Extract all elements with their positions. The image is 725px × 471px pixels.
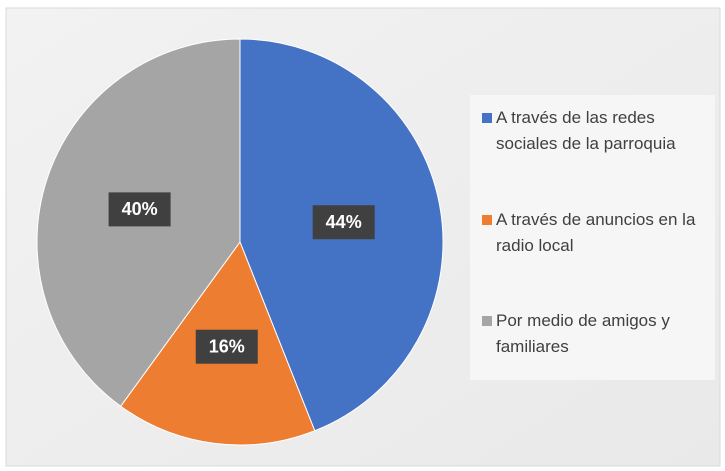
data-label: 44%: [326, 212, 362, 232]
data-label-box: [195, 329, 258, 364]
pie: 44% 16% 40%: [36, 38, 444, 446]
data-label: 16%: [209, 336, 245, 356]
legend: A través de las redes sociales de la par…: [470, 95, 715, 380]
legend-label: A través de las redes sociales de la par…: [496, 108, 676, 153]
legend-entry: A través de anuncios en la radio local: [482, 207, 707, 259]
legend-label: Por medio de amigos y familiares: [496, 311, 670, 356]
data-label: 40%: [122, 199, 158, 219]
data-label-box: [312, 205, 375, 240]
legend-swatch: [482, 113, 492, 123]
legend-entry: Por medio de amigos y familiares: [482, 308, 707, 360]
legend-label: A través de anuncios en la radio local: [496, 210, 696, 255]
data-label-box: [108, 192, 171, 227]
legend-entry: A través de las redes sociales de la par…: [482, 105, 707, 157]
legend-swatch: [482, 316, 492, 326]
legend-swatch: [482, 215, 492, 225]
